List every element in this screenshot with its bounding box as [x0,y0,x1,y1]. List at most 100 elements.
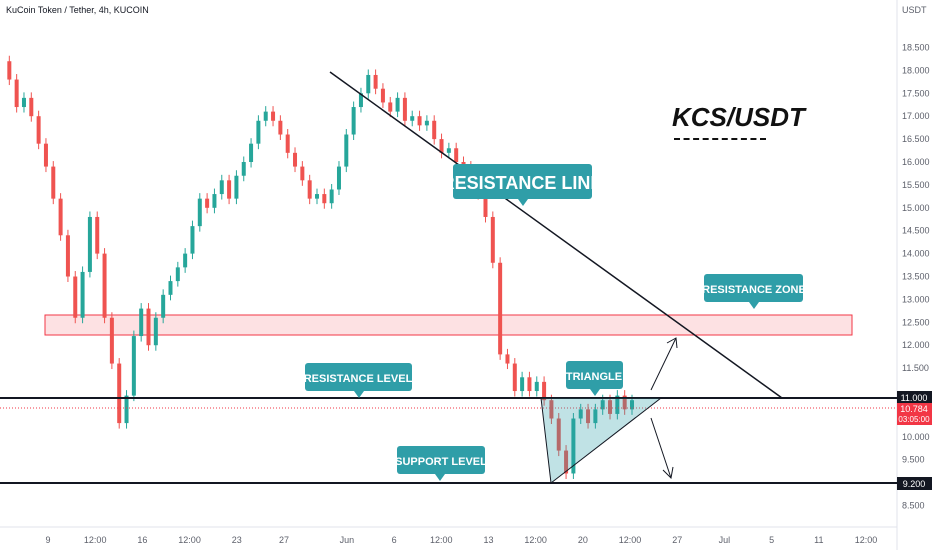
price-tick-label: 8.500 [902,501,925,511]
currency-label: USDT [902,5,927,15]
resistance-zone [44,314,853,336]
support-price-tag: 9.200 [897,477,932,490]
candle-body [183,253,188,268]
candle-body [95,216,100,254]
candle-body [329,189,334,204]
countdown-label: 03:05:00 [898,415,930,424]
price-tick-label: 15.500 [902,180,930,190]
time-tick-label: 9 [45,535,50,545]
candle-body [366,74,371,94]
candle-body [271,111,276,121]
time-tick-label: Jul [719,535,731,545]
resistance-zone-callout: RESISTANCE ZONE [702,274,806,309]
candle-body [424,120,429,126]
triangle-label: TRIANGLE [566,371,622,383]
price-tick-label: 11.500 [902,363,929,373]
time-tick-label: 20 [578,535,588,545]
price-axis: 18.500 18.000 17.500 17.000 16.500 16.000 15.5… [902,42,930,510]
candle-body [168,281,173,295]
candle-body [256,120,261,144]
candle-body [402,97,407,121]
time-tick-label: 13 [483,535,493,545]
candle-body [219,180,224,195]
price-tick-label: 18.500 [902,42,930,52]
candle-body [21,97,26,108]
candle-body [549,400,554,419]
candle-body [600,400,605,410]
candle-body [29,97,34,117]
time-tick-label: Jun [340,535,355,545]
resistance-level-label: RESISTANCE LEVEL [304,373,413,385]
candle-body [615,395,620,414]
candle-body [153,317,158,346]
candle-body [190,226,195,254]
time-tick-label: 12:00 [84,535,107,545]
time-tick-label: 12:00 [619,535,642,545]
resistance-line-label: RESISTANCE LINE [442,173,603,193]
candle-body [351,107,356,135]
candle-body [534,381,539,392]
price-tick-label: 17.500 [902,88,930,98]
symbol-underline [674,138,766,140]
candle-body [197,198,202,227]
candle-body [586,409,591,424]
time-tick-label: 23 [232,535,242,545]
candles [7,55,634,479]
support-price-label: 9.200 [903,479,926,489]
time-tick-label: 27 [672,535,682,545]
candle-body [227,180,232,199]
candle-body [380,88,385,103]
candle-body [322,194,327,204]
time-tick-label: 5 [769,535,774,545]
breakdown-arrow [650,417,674,480]
candle-body [124,395,129,424]
candle-body [556,418,561,451]
support-level-callout: SUPPORT LEVEL [395,446,487,481]
breakout-up-arrow [650,337,678,391]
triangle-callout: TRIANGLE [566,361,623,396]
candle-body [446,148,451,153]
candle-body [527,377,532,392]
candle-body [87,216,92,272]
time-tick-label: 27 [279,535,289,545]
time-tick-label: 12:00 [178,535,201,545]
candle-body [454,148,459,162]
resistance-line-callout: RESISTANCE LINE [442,164,603,206]
price-tick-label: 10.000 [902,432,930,442]
candle-body [175,267,180,282]
time-axis: 9 12:00 16 12:00 23 27 Jun 6 12:00 13 12:00 20 12:00… [45,535,877,545]
candle-body [542,381,547,401]
candle-body [146,308,151,346]
current-price-tag: 10.784 03:05:00 [897,403,932,425]
candle-body [300,166,305,181]
time-tick-label: 11 [814,535,823,545]
candle-body [234,175,239,199]
price-tick-label: 16.500 [902,134,930,144]
resistance-level-callout: RESISTANCE LEVEL [304,363,413,398]
candle-body [109,317,114,364]
candle-body [131,336,136,396]
time-tick-label: 12:00 [524,535,547,545]
candle-body [205,198,210,208]
candle-body [564,450,569,474]
candle-body [483,194,488,217]
candle-body [622,395,627,410]
chart-title: KuCoin Token / Tether, 4h, KUCOIN [6,5,149,15]
candle-body [117,363,122,424]
current-price-label: 10.784 [900,404,928,414]
candle-body [505,354,510,364]
resistance-price-label: 11.000 [901,393,928,403]
candle-body [373,74,378,89]
candle-body [51,166,56,199]
candle-body [344,134,349,167]
candle-body [161,294,166,318]
price-tick-label: 16.000 [902,157,930,167]
candle-body [73,276,78,318]
candle-body [307,180,312,199]
candle-body [139,308,144,337]
candle-body [278,120,283,135]
candle-body [630,400,634,410]
candle-body [498,262,503,355]
candle-body [249,143,254,162]
